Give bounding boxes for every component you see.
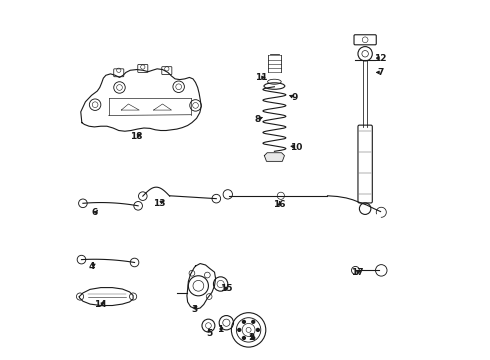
Text: 11: 11: [255, 73, 268, 82]
Circle shape: [252, 337, 255, 339]
Text: 2: 2: [248, 333, 255, 342]
Text: 8: 8: [255, 114, 261, 123]
Text: 17: 17: [350, 268, 363, 277]
Circle shape: [256, 328, 259, 331]
Text: 14: 14: [95, 300, 107, 309]
Text: 13: 13: [153, 199, 166, 208]
Text: 12: 12: [374, 54, 387, 63]
Text: 4: 4: [88, 262, 95, 271]
Polygon shape: [265, 153, 285, 161]
Text: 9: 9: [291, 93, 298, 102]
Text: 3: 3: [191, 305, 197, 314]
Text: 5: 5: [206, 329, 212, 338]
Text: 6: 6: [92, 208, 98, 217]
Circle shape: [243, 320, 245, 323]
Circle shape: [252, 320, 255, 323]
Text: 16: 16: [273, 200, 286, 209]
Text: 10: 10: [290, 143, 302, 152]
Circle shape: [238, 328, 241, 331]
Circle shape: [243, 337, 245, 339]
Text: 18: 18: [130, 132, 143, 141]
Text: 15: 15: [220, 284, 233, 293]
Text: 7: 7: [377, 68, 384, 77]
Text: 1: 1: [218, 325, 224, 334]
